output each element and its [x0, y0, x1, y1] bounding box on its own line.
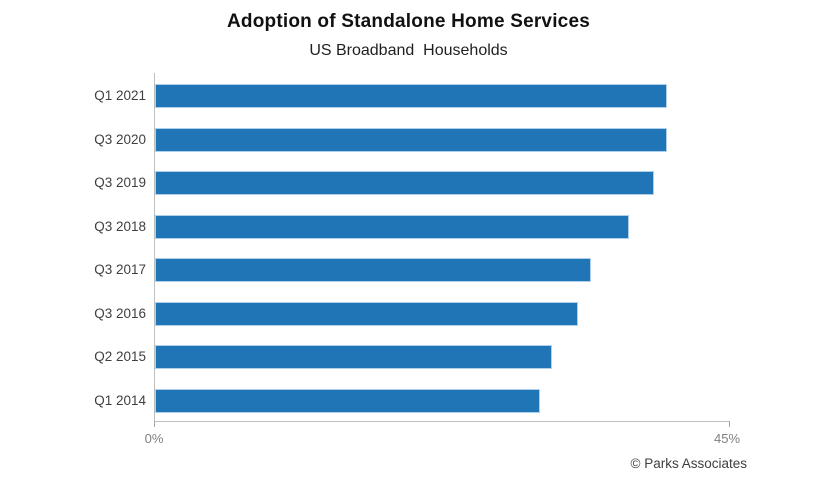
- bar-q3-2019: [155, 171, 655, 196]
- x-tick-label-min: 0%: [144, 431, 164, 446]
- bar-row: [155, 73, 729, 117]
- bars-area: [155, 73, 729, 421]
- bar-q2-2015: [155, 345, 553, 370]
- bar-row: [155, 247, 729, 291]
- bar-q3-2020: [155, 127, 668, 152]
- plot-area: Q1 2021 Q3 2020 Q3 2019 Q3 2018 Q3 2017 Q3 20…: [0, 73, 817, 446]
- bar-row: [155, 204, 729, 248]
- bar-q1-2021: [155, 84, 668, 109]
- category-label: Q3 2020: [94, 131, 146, 147]
- category-label: Q3 2019: [94, 175, 146, 191]
- bar-row: [155, 160, 729, 204]
- category-label: Q2 2015: [94, 349, 146, 365]
- bar-row: [155, 378, 729, 422]
- category-label: Q3 2018: [94, 218, 146, 234]
- bar-row: [155, 291, 729, 335]
- bar-q3-2016: [155, 301, 578, 326]
- category-labels: Q1 2021 Q3 2020 Q3 2019 Q3 2018 Q3 2017 Q3 20…: [0, 73, 146, 421]
- bar-q3-2018: [155, 214, 629, 239]
- category-label: Q1 2021: [94, 88, 146, 104]
- chart-subtitle: US Broadband Households: [309, 42, 508, 59]
- x-axis-line: [154, 421, 730, 422]
- bar-row: [155, 334, 729, 378]
- x-axis-tick-max: [729, 421, 730, 427]
- category-label: Q1 2014: [94, 392, 146, 408]
- category-label: Q3 2017: [94, 262, 146, 278]
- chart-title: Adoption of Standalone Home Services: [227, 11, 590, 32]
- x-tick-label-max: 45%: [713, 431, 741, 446]
- attribution: © Parks Associates: [630, 456, 748, 471]
- bar-q3-2017: [155, 258, 591, 283]
- bar-row: [155, 117, 729, 161]
- x-axis-tick-min: [154, 421, 155, 427]
- category-label: Q3 2016: [94, 305, 146, 321]
- bar-q1-2014: [155, 388, 540, 413]
- y-axis-line: [154, 73, 155, 421]
